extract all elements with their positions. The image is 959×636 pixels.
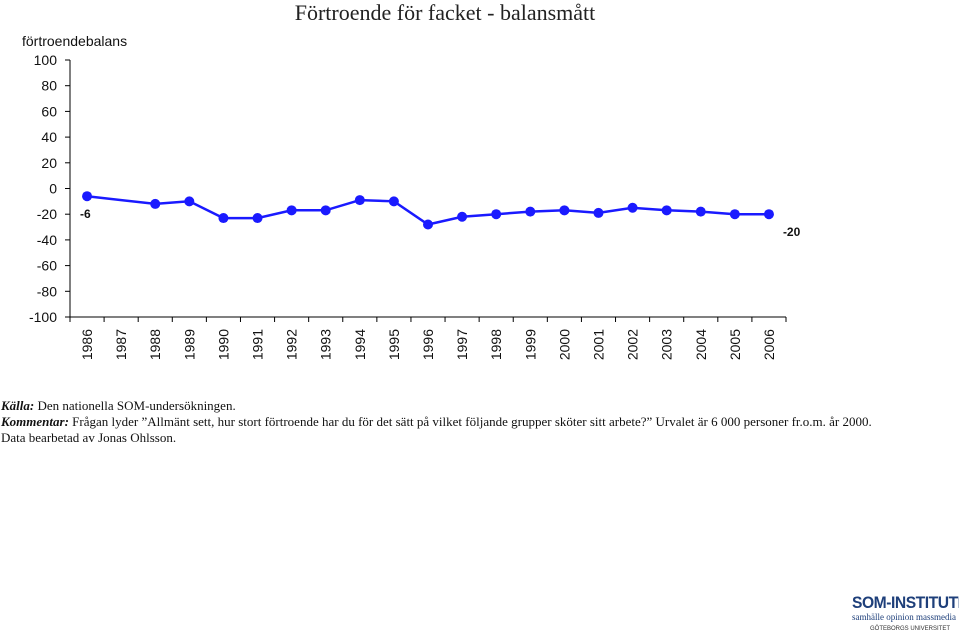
y-tick-label: -60 bbox=[37, 258, 57, 274]
series-point bbox=[457, 211, 468, 222]
series-point bbox=[388, 196, 399, 207]
x-tick-label: 1997 bbox=[454, 329, 470, 360]
logo-name: SOM-INSTITUTET bbox=[852, 593, 959, 612]
source-key: Källa: bbox=[1, 398, 35, 413]
x-tick-label: 1986 bbox=[79, 329, 95, 360]
y-tick-label: -20 bbox=[37, 206, 57, 222]
comment-key: Kommentar: bbox=[1, 414, 69, 429]
source-text: Den nationella SOM-undersökningen. bbox=[34, 398, 236, 413]
y-tick-labels: 100 80 60 40 20 0 -20 -40 -60 -80 -100 bbox=[29, 52, 57, 325]
source-line: Källa: Den nationella SOM-undersökningen… bbox=[1, 398, 951, 414]
y-tick-label: 20 bbox=[41, 155, 57, 171]
logo-tagline: samhälle opinion massmedia bbox=[852, 612, 956, 622]
data-label: -6 bbox=[80, 207, 91, 221]
x-tick-label: 2002 bbox=[625, 329, 641, 360]
som-institutet-logo: SOM-INSTITUTET samhälle opinion massmedi… bbox=[852, 593, 959, 634]
series-point bbox=[491, 209, 502, 220]
series-point bbox=[82, 191, 93, 202]
x-tick-label: 2000 bbox=[556, 329, 572, 360]
series-point bbox=[252, 213, 263, 224]
x-tick-label: 1994 bbox=[352, 329, 368, 360]
y-tick-label: 40 bbox=[41, 129, 57, 145]
x-tick-label: 2001 bbox=[590, 329, 606, 360]
series-point bbox=[184, 196, 195, 207]
x-tick-label: 1992 bbox=[284, 329, 300, 360]
series-point bbox=[763, 209, 774, 220]
x-tick-label: 1989 bbox=[181, 329, 197, 360]
data-label: -20 bbox=[783, 225, 801, 239]
logo-university: GÖTEBORGS UNIVERSITET bbox=[869, 626, 950, 632]
x-tick-label: 1987 bbox=[113, 329, 129, 360]
x-tick-label: 1988 bbox=[147, 329, 163, 360]
y-axis-label: förtroendebalans bbox=[22, 33, 127, 49]
y-tick-label: 100 bbox=[34, 52, 58, 68]
line-chart: Förtroende för facket - balansmått förtr… bbox=[22, 0, 801, 360]
data-labels: -6 -20 bbox=[80, 207, 801, 239]
y-tick-label: 0 bbox=[49, 181, 57, 197]
x-tick-label: 1999 bbox=[522, 329, 538, 360]
x-tick-label: 2005 bbox=[727, 329, 743, 360]
series-line bbox=[86, 194, 769, 226]
x-tick-label: 2004 bbox=[693, 329, 709, 360]
series-group bbox=[82, 191, 774, 230]
x-tick-label: 1991 bbox=[250, 329, 266, 360]
x-tick-label: 1990 bbox=[215, 329, 231, 360]
x-tick-label: 1996 bbox=[420, 329, 436, 360]
x-tick-label: 1993 bbox=[318, 329, 334, 360]
series-point bbox=[525, 206, 536, 217]
chart-title: Förtroende för facket - balansmått bbox=[295, 0, 596, 25]
series-point bbox=[729, 209, 740, 220]
y-tick-label: 80 bbox=[41, 78, 57, 94]
axes bbox=[65, 59, 787, 322]
x-tick-label: 1995 bbox=[386, 329, 402, 360]
x-tick-label: 1998 bbox=[488, 329, 504, 360]
series-point bbox=[593, 207, 604, 218]
x-tick-label: 2006 bbox=[761, 329, 777, 360]
series-point bbox=[661, 205, 672, 216]
series-point bbox=[354, 195, 365, 206]
processed-line: Data bearbetad av Jonas Ohlsson. bbox=[1, 430, 177, 445]
comment-text: Frågan lyder ”Allmänt sett, hur stort fö… bbox=[68, 414, 872, 429]
series-point bbox=[423, 219, 433, 230]
chart-notes: Källa: Den nationella SOM-undersökningen… bbox=[1, 398, 951, 446]
series-point bbox=[320, 205, 331, 216]
series-point bbox=[559, 205, 570, 216]
y-tick-label: -100 bbox=[29, 309, 57, 325]
series-point bbox=[695, 206, 706, 217]
y-tick-label: 60 bbox=[41, 103, 57, 119]
y-tick-label: -80 bbox=[37, 283, 57, 299]
series-point bbox=[627, 202, 638, 213]
series-point bbox=[286, 205, 297, 216]
x-tick-label: 2003 bbox=[659, 329, 675, 360]
series-point bbox=[218, 213, 229, 224]
series-point bbox=[150, 198, 161, 209]
y-tick-label: -40 bbox=[37, 232, 57, 248]
x-tick-labels: 1986 1987 1988 1989 1990 1991 1992 1993 1994 1995… bbox=[79, 329, 777, 360]
comment-line: Kommentar: Frågan lyder ”Allmänt sett, h… bbox=[1, 414, 951, 430]
